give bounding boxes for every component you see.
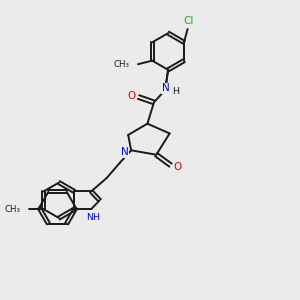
Text: N: N <box>162 83 169 94</box>
Text: Cl: Cl <box>183 16 194 26</box>
Text: O: O <box>127 91 135 100</box>
Text: H: H <box>172 87 179 96</box>
Text: O: O <box>174 163 182 172</box>
Text: NH: NH <box>86 213 100 222</box>
Text: N: N <box>121 147 128 157</box>
Text: CH₃: CH₃ <box>4 205 20 214</box>
Text: CH₃: CH₃ <box>114 60 130 69</box>
